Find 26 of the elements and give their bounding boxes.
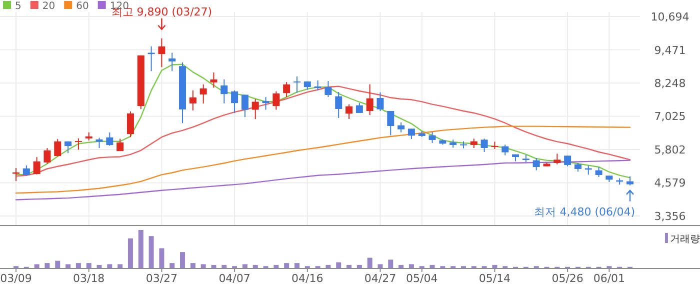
- x-tick-label: 03/27: [146, 272, 178, 285]
- x-tick-label: 05/26: [552, 272, 584, 285]
- y-tick-label: 8,248: [654, 77, 686, 90]
- x-tick-label: 03/18: [72, 272, 105, 285]
- x-tick-label: 05/14: [478, 272, 511, 285]
- x-tick-label: 05/04: [406, 272, 438, 285]
- legend-item: 5: [3, 1, 22, 12]
- x-tick-label: 06/01: [593, 272, 626, 285]
- y-tick-label: 9,471: [654, 44, 686, 57]
- annotation: 최저 4,480 (06/04): [534, 205, 635, 218]
- y-tick-label: 5,802: [654, 143, 686, 156]
- x-tick-label: 04/16: [292, 272, 324, 285]
- legend-item: 20: [30, 1, 56, 12]
- y-tick-label: 3,356: [654, 210, 686, 223]
- x-tick-label: 04/07: [218, 272, 250, 285]
- legend-label: 5: [15, 1, 22, 12]
- legend-label: 60: [76, 1, 89, 12]
- y-tick-label: 4,579: [654, 176, 686, 190]
- x-tick-label: 04/27: [364, 272, 396, 285]
- y-tick-label: 7,025: [654, 110, 686, 124]
- legend-label: 20: [42, 1, 56, 12]
- y-tick-label: 10,694: [650, 10, 690, 24]
- legend-item: 60: [64, 1, 89, 12]
- legend-item: 거래량: [665, 233, 700, 245]
- x-tick-label: 03/09: [0, 272, 32, 285]
- legend-label: 거래량: [670, 234, 700, 245]
